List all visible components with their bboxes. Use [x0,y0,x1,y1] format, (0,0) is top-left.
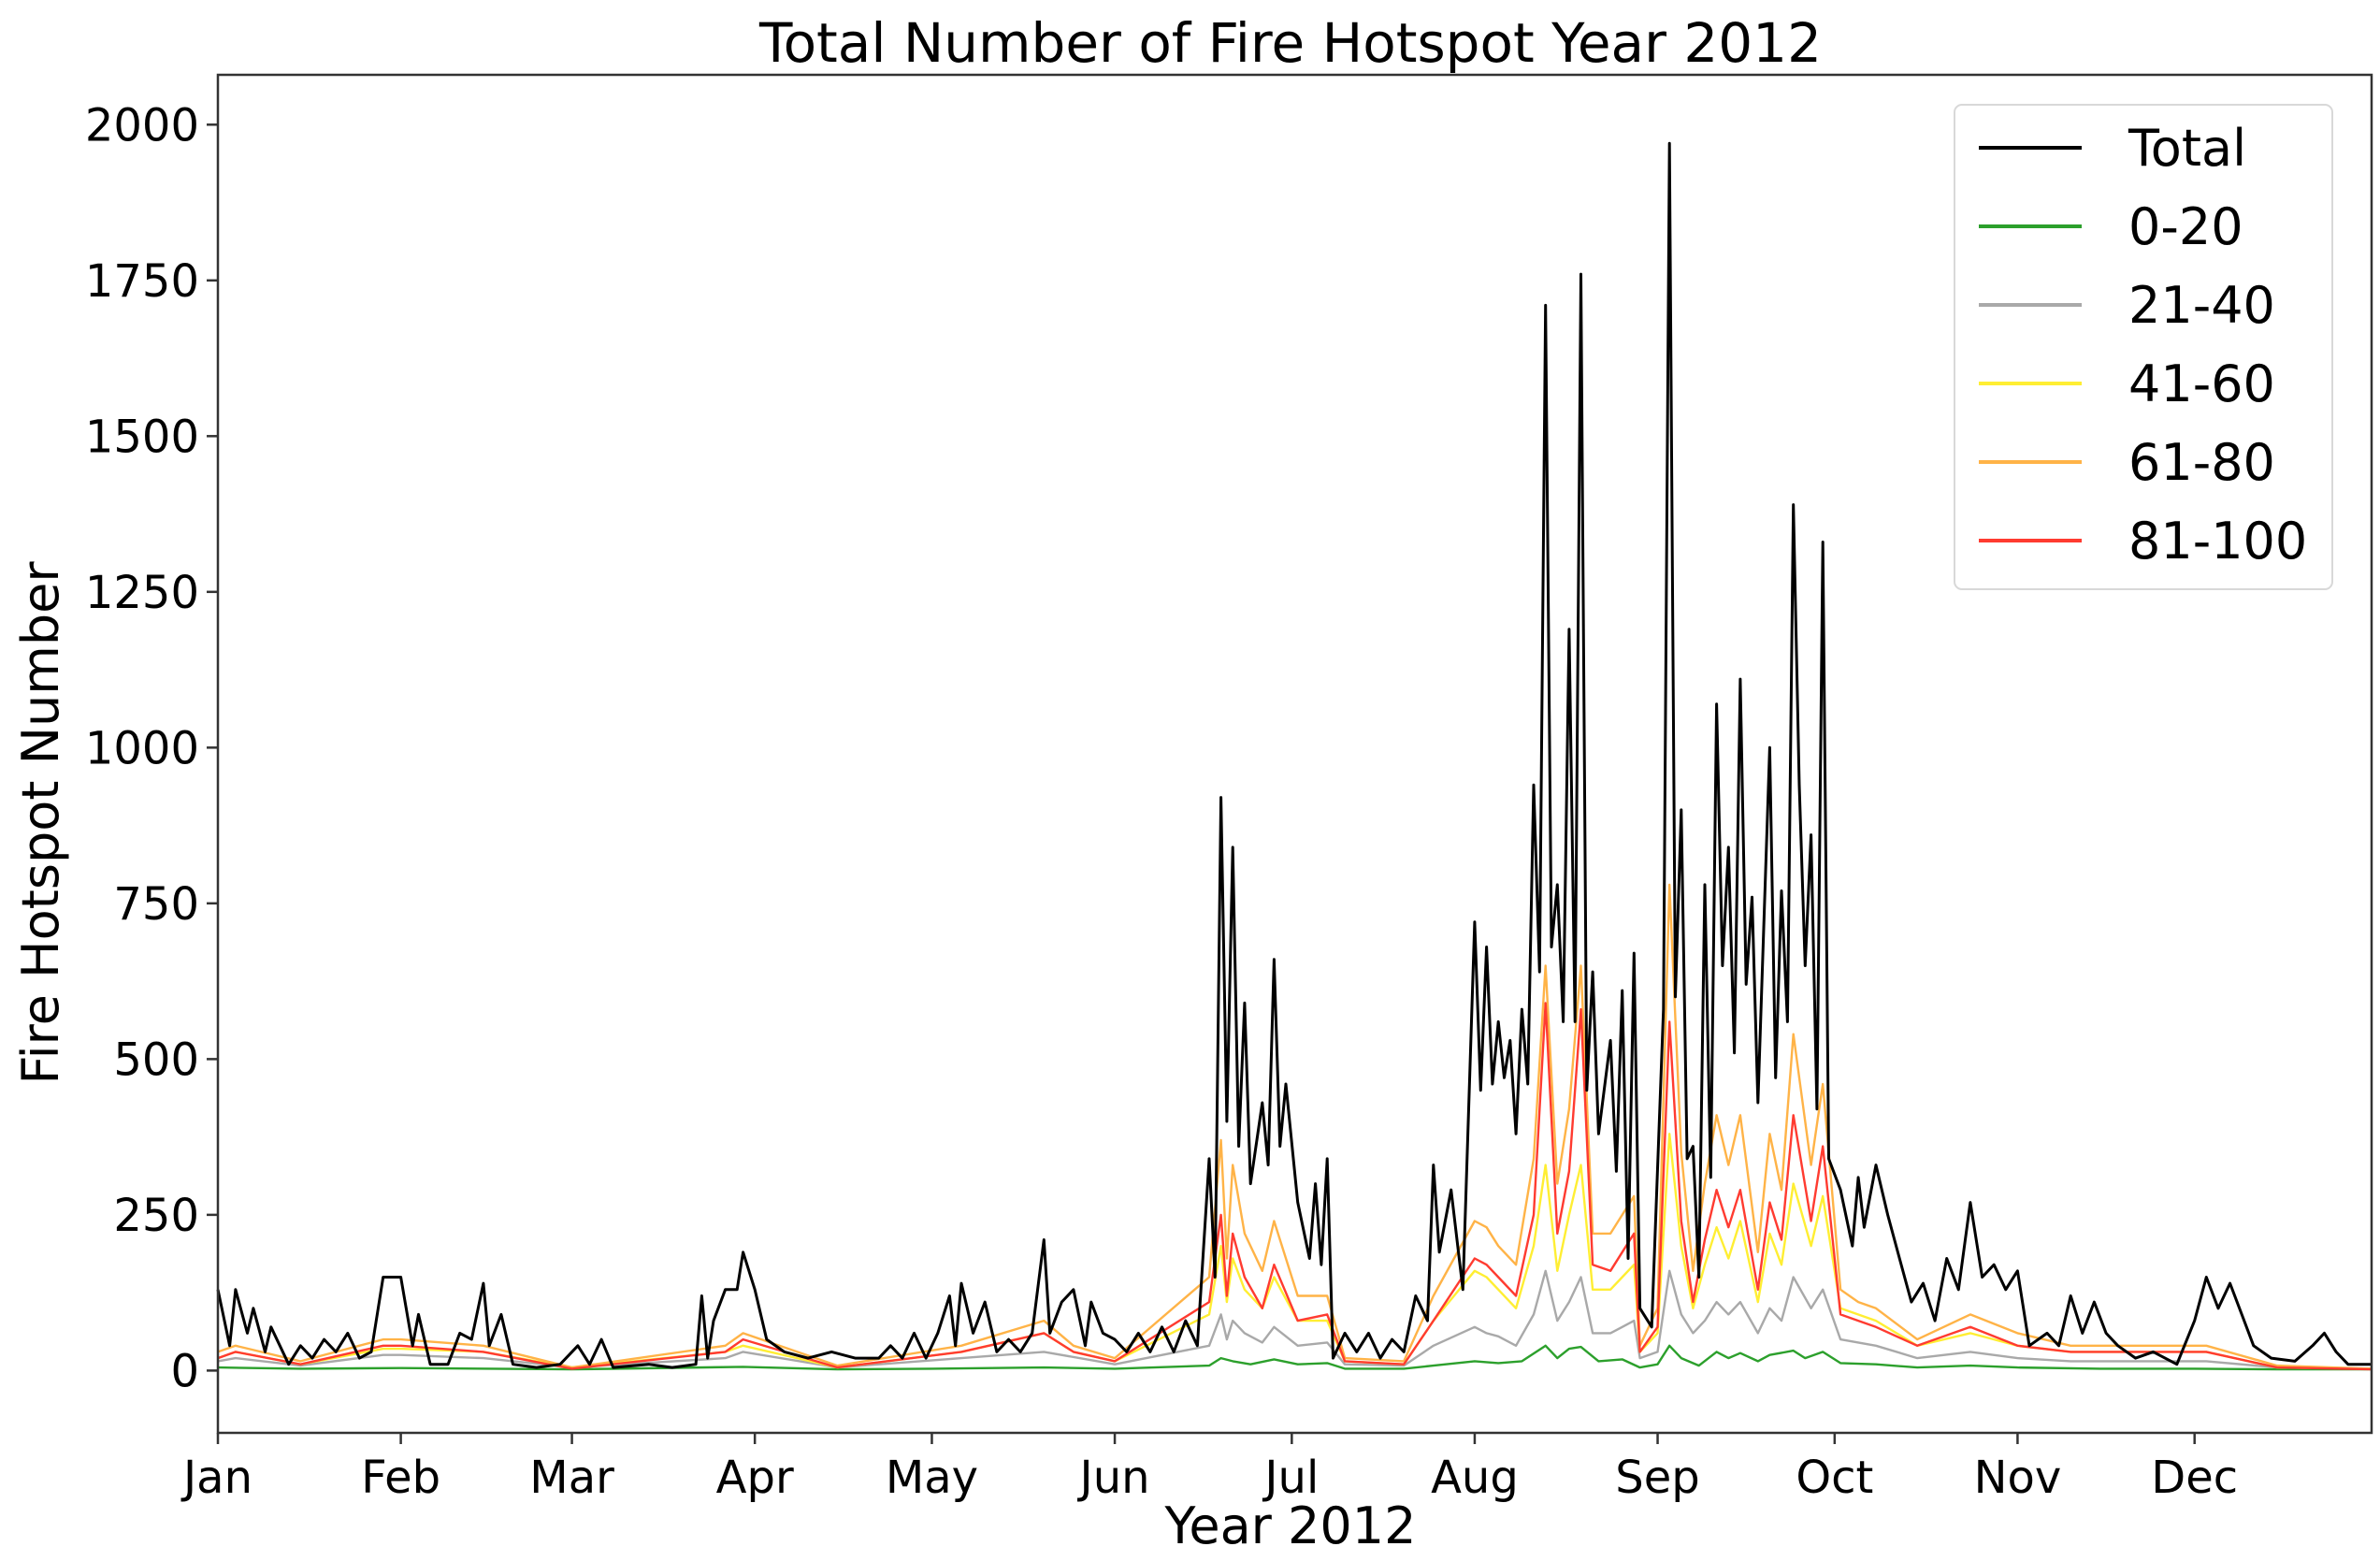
series-line-21-40 [217,1269,2373,1370]
y-tick-label: 1750 [85,255,199,308]
y-tick-label: 1250 [85,567,199,619]
x-tick-label: Nov [1974,1452,2062,1504]
y-tick-label: 250 [113,1190,199,1242]
x-tick-label: Oct [1796,1452,1873,1504]
x-tick-label: Mar [529,1452,614,1504]
x-tick-label: Jan [180,1452,252,1504]
plot-frame [216,73,2373,1435]
y-tick-label: 2000 [85,99,199,152]
series-line-total [216,141,2372,1369]
y-tick-label: 1000 [85,722,199,774]
legend-label: Total [2128,119,2246,178]
series-line-0-20 [217,1344,2372,1371]
legend-label: 41-60 [2128,354,2275,413]
chart-legend: Total 0-20 21-40 41-60 61-80 81-100 [1954,104,2333,590]
x-tick-label: Sep [1615,1452,1699,1504]
axes-group: 0 250 500 750 1000 1250 1500 1750 2000 Jan Feb Mar A… [85,73,2373,1504]
y-tick-label: 0 [170,1345,199,1397]
x-tick-label: Jun [1077,1452,1150,1504]
series-line-61-80 [217,883,2373,1370]
x-tick-label: Apr [716,1452,794,1504]
x-tick-label: Feb [361,1452,440,1504]
legend-label: 0-20 [2128,197,2243,256]
legend-label: 21-40 [2128,276,2275,335]
y-axis-label: Fire Hotspot Number [11,561,70,1085]
series-line-81-100 [217,1002,2373,1371]
x-tick-label: Aug [1431,1452,1519,1504]
x-axis-label: Year 2012 [1164,1496,1417,1555]
y-tick-label: 500 [113,1033,199,1086]
x-tick-label: Dec [2151,1452,2238,1504]
series-group [216,141,2373,1371]
y-tick-label: 750 [113,878,199,931]
legend-label: 81-100 [2128,512,2307,571]
chart-title: Total Number of Fire Hotspot Year 2012 [758,11,1822,75]
x-tick-label: May [886,1452,978,1504]
legend-label: 61-80 [2128,433,2275,492]
x-tick-label: Jul [1262,1452,1319,1504]
y-tick-label: 1500 [85,411,199,463]
